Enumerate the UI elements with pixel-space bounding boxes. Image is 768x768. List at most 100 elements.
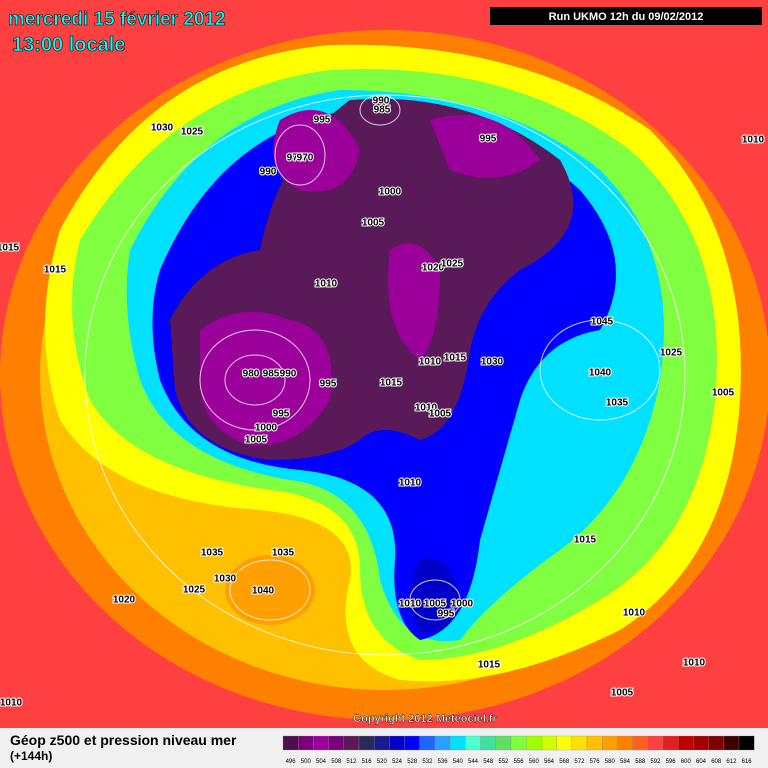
legend-swatch [708,735,724,751]
legend-label: 604 [696,759,707,765]
legend-swatch [298,735,314,751]
legend-label: 556 [514,759,525,765]
legend-swatch [480,735,496,751]
legend-label: 568 [559,759,570,765]
isobar-label: 1010 [623,608,646,619]
time: 13:00 locale [12,34,125,56]
run-box [490,7,762,25]
legend-label: 592 [650,759,661,765]
legend-label: 588 [635,759,646,765]
isobar-label: 1010 [315,279,338,290]
isobar-label: 1025 [441,259,464,270]
legend-swatch [495,735,512,751]
isobar-label: 1015 [574,535,597,546]
legend-swatch [419,735,436,751]
isobar-label: 995 [314,115,331,126]
isobar-label: 1005 [429,409,452,420]
legend-label: 572 [574,759,585,765]
date: mercredi 15 février 2012 [8,9,226,30]
legend-label: 508 [331,759,342,765]
legend-label: 564 [544,759,555,765]
legend-label: 512 [346,759,357,765]
isobar-label: 990 [260,167,277,178]
isobar-label: 990 [373,96,390,107]
isobar-label: 995 [320,379,337,390]
legend-label: 584 [620,759,631,765]
contour-high [225,555,315,625]
legend-label: 576 [590,759,601,765]
isobar-label: 1010 [399,478,422,489]
legend-swatch [632,735,648,751]
isobar-label: 995 [273,409,290,420]
footer-title: Géop z500 et pression niveau mer [10,732,237,748]
contour-deep-blue [410,558,460,632]
legend-swatch [617,735,633,751]
legend-label: 560 [529,759,540,765]
legend-swatch [358,735,375,751]
legend-swatch [404,735,420,751]
isobar-label: 1025 [660,348,683,359]
legend-label: 596 [666,759,677,765]
legend-swatch [571,735,588,751]
legend-swatch [556,735,572,751]
legend-label: 504 [316,759,327,765]
isobar-label: 1035 [272,548,295,559]
isobar-label: 1010 [0,698,23,709]
legend-swatch [343,735,360,751]
copyright: Copyright 2012 Meteociel.fr [353,713,497,725]
isobar-label: 1005 [611,688,634,699]
isobar-label: 1025 [183,585,206,596]
isobar-label: 990 [280,369,297,380]
isobar-label: 1015 [0,243,20,254]
legend-label: 496 [286,759,297,765]
legend-swatch [526,735,542,751]
isobar-label: 1015 [380,378,403,389]
legend-swatch [313,735,329,751]
legend-label: 608 [711,759,722,765]
isobar-label: 1040 [589,368,612,379]
legend-label: 520 [377,759,388,765]
isobar-label: 985 [263,369,280,380]
legend-swatch [374,735,390,751]
legend-label: 500 [301,759,312,765]
isobar-label: 1015 [444,353,467,364]
legend-swatch [450,735,466,751]
contour-magenta [200,110,540,446]
isobar-label: 1025 [181,127,204,138]
legend-label: 536 [438,759,449,765]
legend-swatch [586,735,603,751]
legend-swatch [328,735,344,751]
legend-label: 580 [605,759,616,765]
isobar-label: 1020 [422,263,445,274]
isobar-label: 1045 [591,317,614,328]
legend-label: 552 [498,759,509,765]
isobar-label: 1030 [151,123,174,134]
legend-swatch [282,735,299,751]
legend-swatch [647,735,664,751]
legend-swatch [678,735,694,751]
isobar-label: 995 [480,134,497,145]
legend-swatch [434,735,451,751]
legend-swatch [602,735,618,751]
legend-label: 540 [453,759,464,765]
legend-swatch [510,735,527,751]
isobar-label: 1030 [214,574,237,585]
legend-swatch [541,735,557,751]
isobar-label: 1035 [606,398,629,409]
legend-label: 548 [483,759,494,765]
isobar-label: 1010 [742,135,765,146]
isobar-label: 995 [438,609,455,620]
run-info: Run UKMO 12h du 09/02/2012 [549,11,704,23]
legend-label: 544 [468,759,479,765]
isobar-label: 1000 [379,187,402,198]
isobar-label: 985 [374,105,391,116]
isobar-label: 970 [297,153,314,164]
isobar-label: 1010 [419,357,442,368]
isobar-label-layer: 1030102599599098599597597099010001005101… [0,95,766,710]
legend-swatch [693,735,709,751]
isobar-label: 1005 [712,388,735,399]
isobars [84,94,686,656]
footer-subtitle: (+144h) [10,749,52,763]
legend: 496 500 504 508 512 516 520 524 528 532 536 540 544 5… [282,735,755,765]
isobar-label: 1000 [255,423,278,434]
